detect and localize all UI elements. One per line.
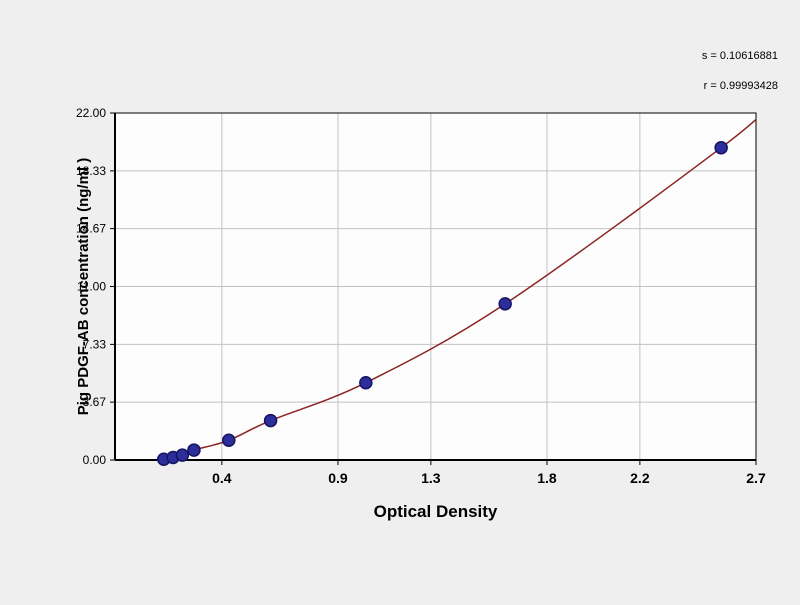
y-tick-label: 18.33 <box>76 164 106 178</box>
tick-labels: 0.4 0.9 1.3 1.8 2.2 2.7 0.00 3.67 7.33 11.00 14.67… <box>76 106 766 486</box>
y-tick-label: 0.00 <box>83 453 107 467</box>
tick-marks <box>110 112 757 465</box>
annotation-r: r = 0.99993428 <box>703 80 778 92</box>
x-tick-label: 2.7 <box>746 470 766 486</box>
x-tick-label: 1.3 <box>421 470 441 486</box>
y-tick-label: 11.00 <box>77 280 106 294</box>
data-point <box>359 375 373 390</box>
x-tick-label: 2.2 <box>630 470 650 486</box>
y-tick-label: 22.00 <box>76 106 106 120</box>
data-point <box>175 448 190 462</box>
x-tick-label: 0.9 <box>328 470 348 486</box>
data-point <box>222 433 236 448</box>
y-tick-label: 14.67 <box>76 222 106 236</box>
data-point <box>263 413 278 428</box>
data-point <box>187 443 201 457</box>
y-tick-label: 7.33 <box>83 337 107 351</box>
x-tick-label: 1.8 <box>537 470 557 486</box>
data-point <box>714 140 728 155</box>
y-axis-title: Pig PDGF-AB concentration (ng/ml ) <box>75 158 92 416</box>
data-points <box>157 140 728 466</box>
annotation-s: s = 0.10616881 <box>701 50 778 62</box>
x-axis-title: Optical Density <box>374 502 498 521</box>
data-point <box>498 297 512 311</box>
x-tick-label: 0.4 <box>212 470 232 486</box>
stats-annotations: s = 0.10616881 r = 0.99993428 <box>702 50 778 92</box>
y-tick-label: 3.67 <box>83 395 107 409</box>
